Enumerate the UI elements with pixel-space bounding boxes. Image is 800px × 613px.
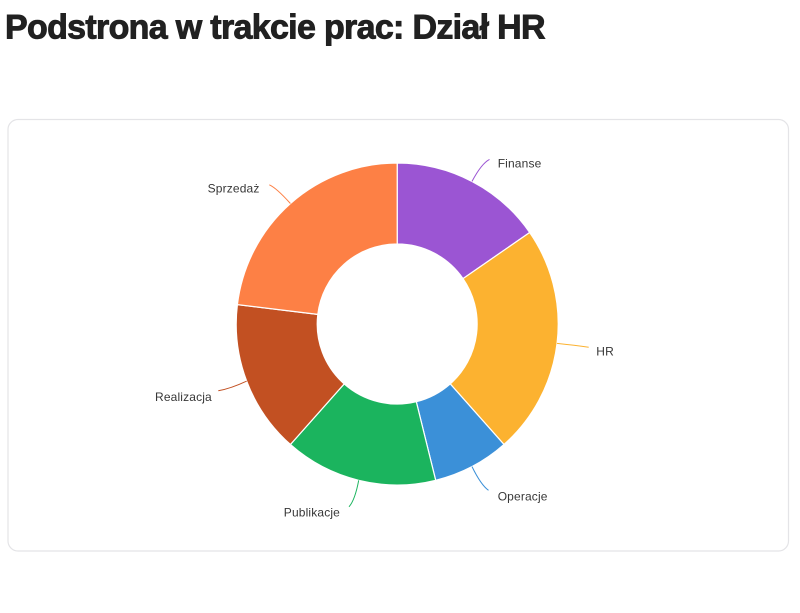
svg-text:Sprzedaż: Sprzedaż: [208, 182, 260, 196]
svg-text:HR: HR: [596, 345, 614, 359]
svg-text:Operacje: Operacje: [498, 489, 548, 503]
svg-text:Realizacja: Realizacja: [155, 390, 212, 404]
svg-text:Podstrona w trakcie prac: Dzia: Podstrona w trakcie prac: Dział HR: [5, 8, 545, 46]
svg-text:Finanse: Finanse: [498, 157, 542, 171]
svg-text:Publikacje: Publikacje: [284, 505, 340, 519]
